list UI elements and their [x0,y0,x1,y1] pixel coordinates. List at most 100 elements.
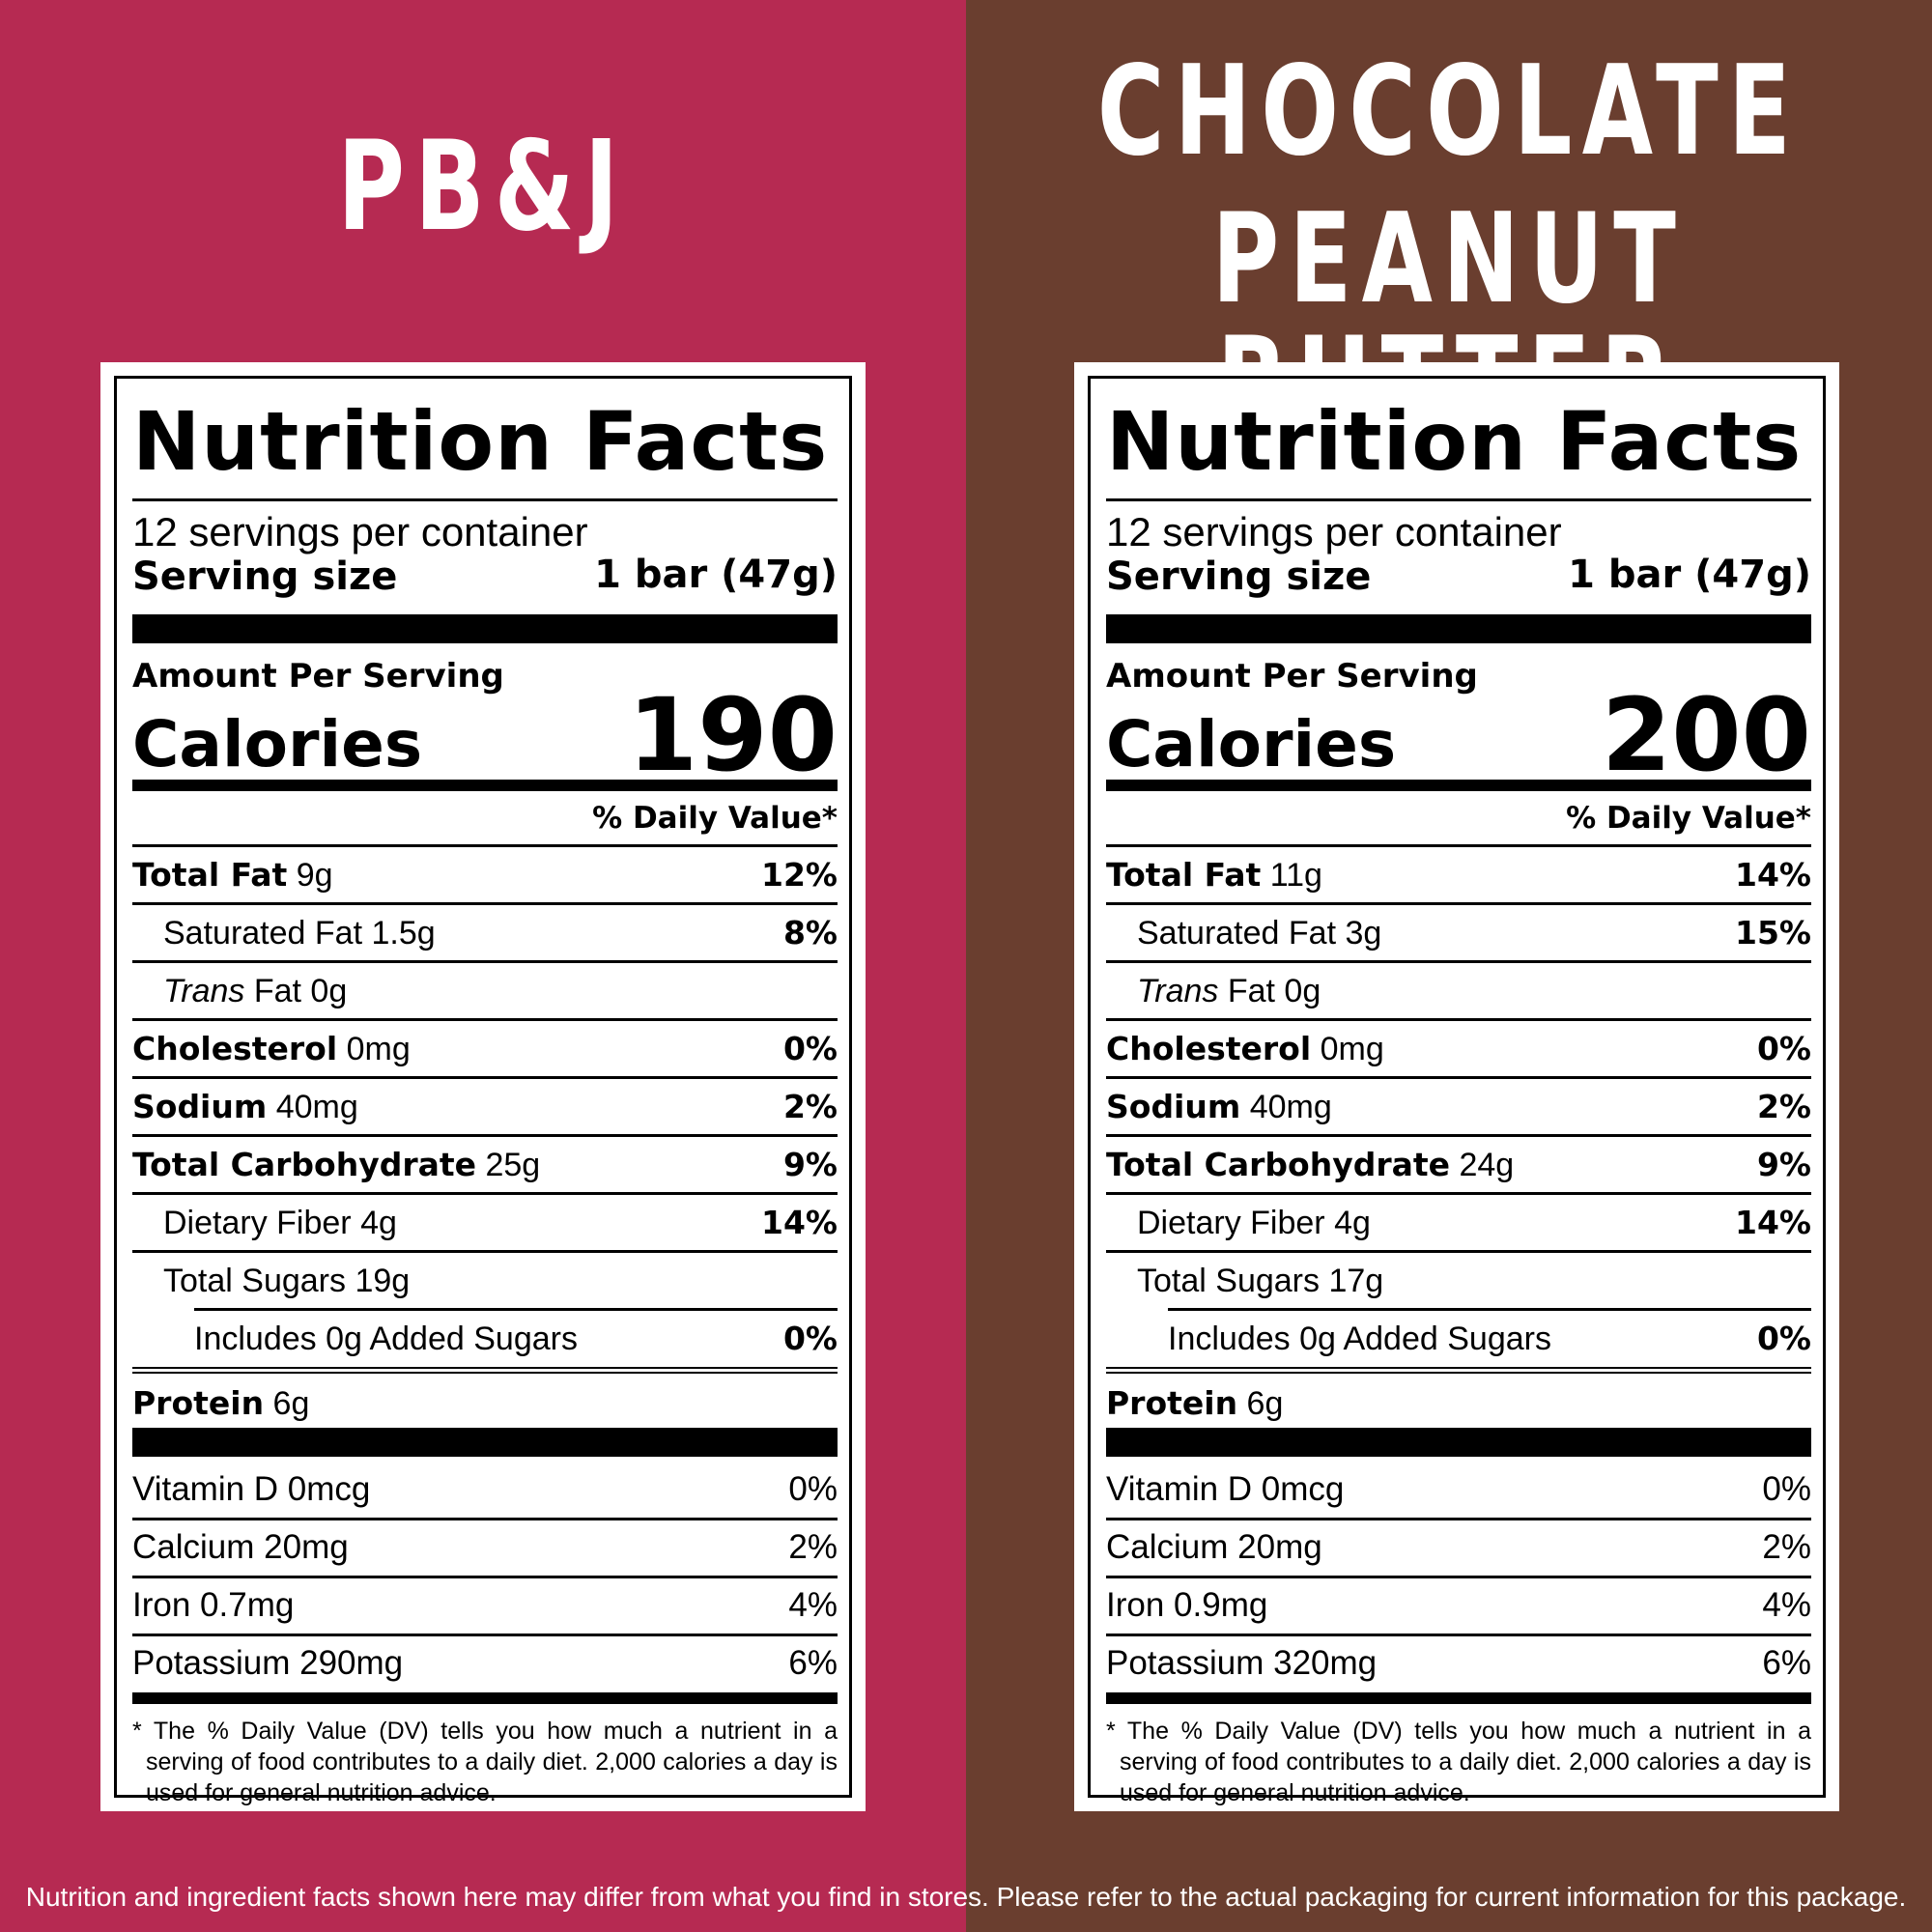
rule [132,498,838,501]
nutrient-amount: 0mg [1320,1031,1384,1067]
rule [132,1018,838,1021]
nutrient-daily-value: 0% [1756,1320,1811,1357]
nutrient-daily-value: 0% [782,1320,838,1357]
nutrient-amount: 6g [1246,1385,1284,1422]
nutrient-row: Total Fat 11g 14% [1106,847,1811,903]
nutrient-amount: 0g [1284,973,1321,1009]
nutrient-daily-value: 0% [782,1030,838,1067]
nutrient-name: Includes 0g Added Sugars [194,1321,578,1357]
daily-value-footnote: * The % Daily Value (DV) tells you how m… [1106,1718,1811,1806]
nutrient-row: Saturated Fat 1.5g 8% [132,905,838,961]
vitamin-daily-value: 6% [788,1644,838,1682]
serving-size-row: Serving size 1 bar (47g) [1106,553,1811,599]
nutrient-name: Sodium [132,1088,268,1125]
nutrient-amount: 9g [296,857,333,894]
rule [1106,902,1811,905]
nutrition-facts-heading: Nutrition Facts [132,394,829,489]
rule [132,1428,838,1457]
rule [1106,844,1811,847]
rule [1106,1372,1811,1374]
vitamin-name: Calcium 20mg [1106,1528,1322,1566]
rule [1106,960,1811,963]
nutrition-panel-pbj: Nutrition Facts 12 servings per container… [100,362,866,1811]
nutrient-name: Total Fat [132,856,288,894]
rule [132,1367,838,1369]
nutrient-daily-value: 9% [1756,1146,1811,1183]
nutrient-amount: 0mg [346,1031,411,1067]
nutrient-daily-value: 12% [761,856,838,894]
rule [132,960,838,963]
serving-size-value: 1 bar (47g) [594,553,838,597]
serving-size-label: Serving size [132,554,398,599]
nutrient-row: Dietary Fiber 4g 14% [1106,1195,1811,1251]
vitamin-daily-value: 6% [1762,1644,1811,1682]
rule [132,1076,838,1079]
servings-per-container: 12 servings per container [1106,509,1562,554]
nutrient-row: Dietary Fiber 4g 14% [132,1195,838,1251]
nutrient-row: Total Carbohydrate 25g 9% [132,1137,838,1193]
rule [1106,1192,1811,1195]
daily-value-footnote: * The % Daily Value (DV) tells you how m… [132,1718,838,1806]
rule [194,1308,838,1311]
vitamin-row: Potassium 290mg 6% [132,1634,838,1692]
nutrient-name: Total Carbohydrate [1106,1146,1451,1183]
vitamin-name: Calcium 20mg [132,1528,349,1566]
nutrient-name: Sodium [1106,1088,1241,1125]
pbj-section: PB&J Nutrition Facts 12 servings per cont… [0,0,966,1932]
nutrient-name: Dietary Fiber [163,1205,352,1241]
rule [1106,1518,1811,1520]
nutrient-row: Protein 6g [1106,1376,1811,1432]
nutrient-name: Saturated Fat [163,915,363,952]
nutrient-name: Cholesterol [1106,1030,1312,1067]
nutrient-amount: 40mg [1249,1089,1332,1125]
calories-label: Calories [132,707,423,781]
nutrient-amount: 25g [485,1147,541,1183]
nutrient-daily-value: 14% [1735,1204,1811,1241]
nutrient-name: Total Sugars [163,1263,346,1299]
daily-value-label: % Daily Value* [1566,801,1811,836]
nutrient-name: Dietary Fiber [1137,1205,1325,1241]
vitamin-name: Vitamin D 0mcg [132,1470,371,1508]
rule [1168,1308,1811,1311]
vitamin-daily-value: 2% [788,1528,838,1566]
nutrient-daily-value: 0% [1756,1030,1811,1067]
serving-size-value: 1 bar (47g) [1568,553,1811,597]
flavor-title-line-1: CHOCOLATE [1096,40,1802,184]
vitamin-row: Iron 0.7mg 4% [132,1577,838,1634]
serving-size-label: Serving size [1106,554,1372,599]
nutrient-row: Trans Fat 0g [1106,963,1811,1019]
nutrient-name-2: Fat [253,973,301,1009]
vitamin-daily-value: 0% [788,1470,838,1508]
rule [1106,1634,1811,1636]
servings-per-container: 12 servings per container [132,509,588,554]
rule [132,1134,838,1137]
nutrient-daily-value: 2% [782,1088,838,1125]
rule [132,902,838,905]
nutrient-amount: 4g [1334,1205,1371,1241]
rule [132,1250,838,1253]
rule [132,1692,838,1704]
nutrient-amount: 17g [1328,1263,1384,1299]
nutrient-amount: 1.5g [371,915,436,952]
nutrient-row: Total Sugars 17g [1106,1253,1811,1309]
vitamin-daily-value: 4% [788,1586,838,1624]
rule [1106,1367,1811,1369]
amount-per-serving: Amount Per Serving [132,657,504,696]
nutrient-name: Protein [1106,1384,1238,1422]
rule [132,1372,838,1374]
nutrient-row: Saturated Fat 3g 15% [1106,905,1811,961]
nutrient-name: Total Fat [1106,856,1262,894]
calories-label: Calories [1106,707,1397,781]
nutrient-daily-value: 14% [761,1204,838,1241]
vitamin-name: Vitamin D 0mcg [1106,1470,1345,1508]
nutrient-row: Sodium 40mg 2% [1106,1079,1811,1135]
rule [132,1634,838,1636]
nutrient-row: Total Fat 9g 12% [132,847,838,903]
rule [1106,1576,1811,1578]
nutrient-row: Protein 6g [132,1376,838,1432]
nutrient-amount: 4g [360,1205,397,1241]
rule [1106,780,1811,791]
rule [132,1518,838,1520]
disclaimer: Nutrition and ingredient facts shown her… [25,1882,1907,1912]
rule [1106,1428,1811,1457]
